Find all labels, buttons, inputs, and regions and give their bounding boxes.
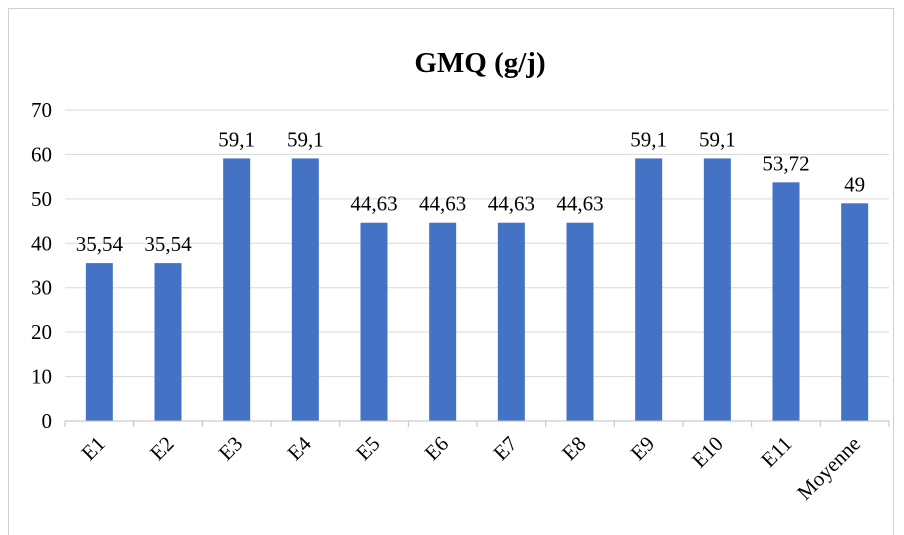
bar <box>85 263 113 421</box>
bar <box>360 222 388 421</box>
bar <box>566 222 594 421</box>
bar <box>841 203 869 421</box>
data-label: 53,72 <box>762 151 809 175</box>
chart-title: GMQ (g/j) <box>414 47 545 79</box>
data-label: 59,1 <box>630 127 667 151</box>
data-label: 49 <box>844 172 865 196</box>
x-tick-label: E2 <box>145 432 178 465</box>
data-label: 44,63 <box>556 192 603 216</box>
x-tick-label: E7 <box>488 432 521 465</box>
bar <box>497 222 525 421</box>
x-tick-label: E10 <box>687 432 728 473</box>
y-tick-label: 0 <box>42 409 53 433</box>
bar <box>291 158 319 422</box>
data-label: 44,63 <box>350 192 397 216</box>
y-tick-label: 20 <box>31 320 52 344</box>
data-label: 59,1 <box>699 127 736 151</box>
data-label: 59,1 <box>218 127 255 151</box>
x-tick-label: E4 <box>282 431 316 465</box>
bar <box>429 222 457 421</box>
x-tick-label: E11 <box>756 432 796 472</box>
bar <box>223 158 251 422</box>
data-labels: 35,54 35,54 59,1 59,1 44,63 44,63 44,63 44,63 59… <box>76 127 865 256</box>
y-tick-label: 70 <box>31 98 52 122</box>
y-tick-label: 30 <box>31 276 52 300</box>
bar <box>154 263 182 421</box>
y-axis-ticks: 0 10 20 30 40 50 60 70 <box>31 98 52 433</box>
x-tick-label: Moyenne <box>792 432 865 505</box>
data-label: 44,63 <box>488 192 535 216</box>
x-tick-label: E3 <box>214 432 247 465</box>
x-tick-label: E8 <box>557 432 590 465</box>
data-label: 59,1 <box>287 127 324 151</box>
y-tick-label: 40 <box>31 231 52 255</box>
x-tick-label: E1 <box>76 432 109 465</box>
y-tick-label: 10 <box>31 365 52 389</box>
x-axis <box>64 420 890 427</box>
gridlines <box>65 109 889 378</box>
bars <box>85 158 869 422</box>
x-tick-label: E6 <box>420 432 453 465</box>
x-tick-label: E9 <box>626 432 659 465</box>
x-tick-label: E5 <box>351 432 384 465</box>
y-tick-label: 50 <box>31 187 52 211</box>
bar <box>703 158 731 422</box>
data-label: 35,54 <box>76 232 124 256</box>
bar <box>635 158 663 422</box>
y-tick-label: 60 <box>31 142 52 166</box>
bar <box>772 182 800 421</box>
data-label: 44,63 <box>419 192 466 216</box>
data-label: 35,54 <box>144 232 192 256</box>
